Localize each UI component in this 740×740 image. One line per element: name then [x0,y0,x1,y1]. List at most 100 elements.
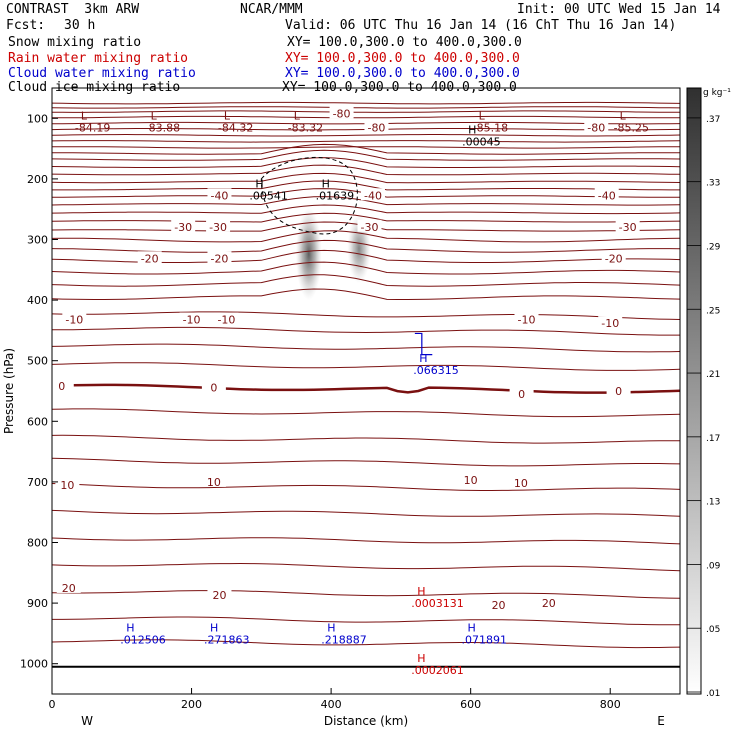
temperature-contour-26 [52,311,680,320]
temperature-label-bg [514,312,539,325]
field-snow-name: Snow mixing ratio [8,35,142,50]
temperature-label-12: -20 [605,252,623,265]
forecast-label: Fcst: [6,18,46,33]
extremum-mark-5: L [620,109,627,122]
temperature-label-4: -40 [364,189,382,202]
temperature-label-bg [508,476,533,489]
temperature-contour-0 [52,101,680,105]
y-tick-label-9: 1000 [20,658,48,671]
temperature-label-20: 0 [518,388,525,401]
temperature-label-bg [62,312,87,325]
temperature-label-bg [171,219,196,232]
temperature-label-2: -80 [587,121,605,134]
temperature-contour-6 [52,133,680,137]
x-tick-label-0: 0 [49,698,56,711]
colorbar-tick-label-2: .29 [706,242,721,252]
temperature-contour-18 [52,212,680,223]
forecast-hour: 30 h [64,18,96,33]
temperature-label-bg [357,219,382,232]
y-tick-label-4: 500 [27,355,48,368]
colorbar-ticks: .37 .33 .29 .25 .21 .17 .13 .09 .05 .01 [687,115,721,699]
temperature-contour-12 [52,164,680,176]
temperature-contour-32 [52,434,680,444]
extremum-value-15: .0002061 [411,664,464,677]
temperature-label-27: 20 [212,589,226,602]
y-tick-label-7: 800 [27,537,48,550]
y-axis-label: Pressure (hPa) [2,348,16,434]
extremum-mark-2: L [224,109,231,122]
temperature-label-bg [329,106,354,119]
temperature-contour-29 [52,362,680,371]
temperature-contour-2 [52,110,680,113]
colorbar [686,87,702,695]
temperature-contour-34 [52,483,680,491]
temperature-label-bg [201,474,226,487]
extremum-value-12: .271863 [204,633,250,646]
temperature-contour-10 [52,149,680,161]
extremum-value-6: .00045 [462,135,501,148]
plot-area [52,101,680,668]
temperature-contour-14 [52,180,680,191]
temperature-label-16: -10 [518,313,536,326]
temperature-label-28: 20 [492,599,506,612]
temperature-contour-9 [52,143,680,155]
extremum-value-5: -85.25 [614,121,649,134]
temperature-contour-30 [52,383,680,394]
extremum-mark-12: H [210,621,218,634]
temperature-label-23: 10 [207,476,221,489]
temperature-label-8: -30 [361,221,379,234]
temperature-contour-13 [52,172,680,184]
temperature-label-bg [214,312,239,325]
extremum-value-13: .218887 [321,633,367,646]
x-tick-label-2: 400 [321,698,342,711]
temperature-label-25: 10 [514,477,528,490]
cloud-ice-outline [260,156,358,235]
y-tick-label-8: 900 [27,597,48,610]
temperature-label-0: -80 [333,107,351,120]
colorbar-tick-label-1: .33 [706,179,720,189]
colorbar-tick-label-6: .13 [706,498,720,508]
temperature-label-bg [615,219,640,232]
y-tick-label-2: 300 [27,234,48,247]
temperature-contour-20 [52,230,680,243]
temperature-contour-33 [52,457,680,467]
temperature-label-bg [49,379,74,392]
temperature-label-11: -20 [210,252,228,265]
temperature-contour-8 [52,146,680,149]
temperature-label-6: -30 [174,221,192,234]
valid-time: Valid: 06 UTC Thu 16 Jan 14 (16 ChT Thu … [285,18,677,33]
init-time: Init: 00 UTC Wed 15 Jan 14 [517,2,721,17]
temperature-contour-35 [52,509,680,517]
temperature-contour-38 [52,590,680,599]
temperature-label-bg [207,588,232,601]
temperature-contour-27 [52,326,680,336]
extremum-value-10: .0003131 [411,597,464,610]
colorbar-tick-label-7: .09 [706,561,721,571]
extremum-value-4: -85.18 [473,121,508,134]
temperature-label-bg [201,380,226,393]
temperature-label-bg [56,580,81,593]
x-axis-east-end: E [657,714,665,728]
temperature-label-bg [137,251,162,264]
temperature-label-9: -30 [619,221,637,234]
temperature-label-bg [486,597,511,610]
extremum-value-8: .01639 [316,189,355,202]
temperature-label-10: -20 [141,252,159,265]
y-tick-label-3: 400 [27,294,48,307]
temperature-label-3: -40 [210,189,228,202]
extremum-mark-1: L [151,109,158,122]
temperature-contour-17 [52,204,680,215]
temperature-label-19: 0 [210,381,217,394]
extremum-value-14: .071891 [461,633,507,646]
field-cloud-water-xy: XY= 100.0,300.0 to 400.0,300.0 [285,66,520,81]
extremum-mark-4: L [479,109,486,122]
colorbar-unit: g kg⁻¹ [703,88,731,98]
extremum-mark-6: H [468,123,476,136]
temperature-label-22: 10 [60,479,74,492]
temperature-label-bg [584,120,609,133]
temperature-contour-23 [52,261,680,275]
temperature-contour-16 [52,196,680,206]
x-tick-label-4: 800 [600,698,621,711]
temperature-label-bg [55,477,80,490]
